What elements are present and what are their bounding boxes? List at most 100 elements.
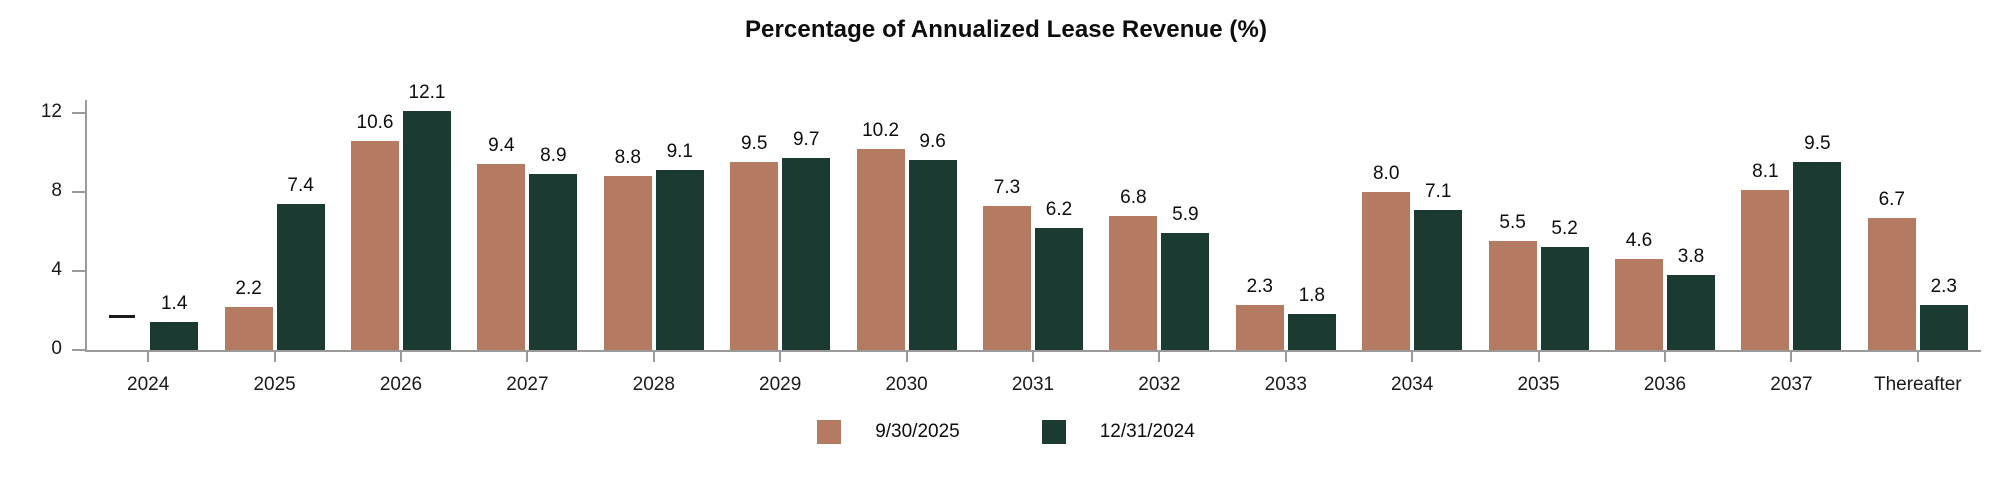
bar[interactable] <box>1867 217 1916 350</box>
chart-legend: 9/30/2025 12/31/2024 <box>0 420 2012 444</box>
x-axis-tick-mark <box>1790 351 1793 362</box>
bar-value-label: 1.4 <box>160 293 188 315</box>
bar[interactable] <box>224 306 273 350</box>
y-axis-tick-mark <box>72 349 87 351</box>
bar-value-label: 9.5 <box>740 133 768 155</box>
x-axis-tick-mark <box>779 351 782 362</box>
bar[interactable] <box>730 162 779 350</box>
bar-value-label: 2.3 <box>1246 275 1274 297</box>
bar-value-label: 9.4 <box>488 135 515 157</box>
x-axis-tick-mark <box>905 351 908 362</box>
bar[interactable] <box>603 176 652 350</box>
bar[interactable] <box>1414 209 1463 350</box>
legend-label: 9/30/2025 <box>875 421 960 442</box>
x-axis-tick-mark <box>1158 351 1161 362</box>
bar[interactable] <box>1615 259 1663 350</box>
bar[interactable] <box>1793 162 1842 350</box>
bar-value-label: 8.0 <box>1372 163 1400 184</box>
x-axis-tick-label: 2027 <box>506 374 549 395</box>
y-axis-tick-label: 12 <box>40 101 62 122</box>
bar-value-label: 4.6 <box>1625 230 1653 252</box>
bar[interactable] <box>856 148 905 350</box>
bar-value-label: 7.1 <box>1424 180 1452 202</box>
x-axis-tick-label: 2031 <box>1011 374 1055 395</box>
bar[interactable] <box>276 203 325 350</box>
y-axis-spine <box>85 100 87 351</box>
bar-value-label: 8.1 <box>1752 161 1779 183</box>
legend-swatch-icon <box>817 420 842 444</box>
y-axis-tick-label: 8 <box>51 180 62 201</box>
bar-value-label: 5.5 <box>1499 212 1526 234</box>
bar[interactable] <box>477 164 526 350</box>
x-axis-tick-mark <box>1032 351 1034 362</box>
legend-item[interactable]: 9/30/2025 <box>817 420 960 444</box>
bar-value-label: 9.5 <box>1804 133 1831 155</box>
x-axis-tick-mark <box>1664 351 1666 362</box>
x-axis-tick-label: 2035 <box>1517 374 1560 395</box>
bar[interactable] <box>1919 304 1968 350</box>
y-axis-tick-label: 4 <box>51 259 62 280</box>
bar-value-label: 1.8 <box>1298 285 1326 307</box>
bar[interactable] <box>983 205 1031 350</box>
bar-value-label: 10.2 <box>862 119 900 141</box>
bar[interactable] <box>1235 304 1284 350</box>
bar[interactable] <box>1287 314 1336 350</box>
x-axis-tick-label: 2033 <box>1264 374 1307 395</box>
legend-label: 12/31/2024 <box>1099 421 1195 442</box>
bar-value-label: 3.8 <box>1677 245 1705 267</box>
x-axis-tick-label: 2036 <box>1643 374 1687 395</box>
bar-value-label: 8.9 <box>540 145 567 167</box>
legend-swatch-icon <box>1041 420 1066 444</box>
bar-value-label: 2.3 <box>1930 275 1958 297</box>
x-axis-tick-label: 2037 <box>1770 374 1813 395</box>
bar-value-label: 6.7 <box>1878 188 1906 210</box>
bar-value-label: 9.7 <box>792 129 820 151</box>
x-axis-tick-mark <box>1537 351 1540 362</box>
x-axis-tick-label: 2032 <box>1138 374 1181 395</box>
bar-value-label: 9.1 <box>666 141 694 163</box>
x-axis-tick-label: 2030 <box>885 374 928 395</box>
bar[interactable] <box>1741 190 1790 350</box>
x-axis-tick-label: Thereafter <box>1873 374 1962 395</box>
bar[interactable] <box>1488 241 1537 350</box>
x-axis-tick-label: 2025 <box>253 374 296 395</box>
x-axis-tick-mark <box>147 351 150 362</box>
bar-value-label: 7.4 <box>287 174 314 196</box>
bar[interactable] <box>403 111 451 350</box>
chart-title: Percentage of Annualized Lease Revenue (… <box>744 16 1268 43</box>
bar[interactable] <box>1362 192 1411 350</box>
bar[interactable] <box>351 140 399 350</box>
bar[interactable] <box>150 322 199 350</box>
bar[interactable] <box>1667 274 1715 350</box>
bar-value-label: 9.6 <box>919 131 946 153</box>
bar[interactable] <box>529 174 578 350</box>
bar[interactable] <box>1161 233 1210 350</box>
bar[interactable] <box>1035 227 1083 350</box>
bar[interactable] <box>1109 215 1158 350</box>
bar-value-label: 10.6 <box>356 111 394 133</box>
bar[interactable] <box>1540 247 1589 350</box>
bar[interactable] <box>908 160 957 350</box>
x-axis-tick-mark <box>273 351 276 362</box>
y-axis-tick-mark <box>72 112 87 114</box>
bar[interactable] <box>655 170 704 350</box>
x-axis-tick-mark <box>1284 351 1287 362</box>
x-axis-tick-label: 2028 <box>632 374 675 395</box>
bar-value-label: 6.8 <box>1120 186 1147 208</box>
bar-null-marker <box>109 315 136 318</box>
x-axis-tick-mark <box>526 351 529 362</box>
x-axis-tick-label: 2034 <box>1391 374 1434 395</box>
legend-item[interactable]: 12/31/2024 <box>1041 420 1195 444</box>
x-axis-tick-label: 2026 <box>379 374 423 395</box>
y-axis-tick-mark <box>72 270 87 272</box>
x-axis-tick-mark <box>1916 351 1919 362</box>
y-axis-tick-label: 0 <box>51 338 62 359</box>
x-axis-tick-mark <box>1411 351 1414 362</box>
x-axis-tick-mark <box>652 351 655 362</box>
bar-value-label: 8.8 <box>614 147 642 169</box>
bar[interactable] <box>782 158 831 350</box>
bar-value-label: 6.2 <box>1045 198 1073 220</box>
bar-value-label: 2.2 <box>235 277 262 299</box>
